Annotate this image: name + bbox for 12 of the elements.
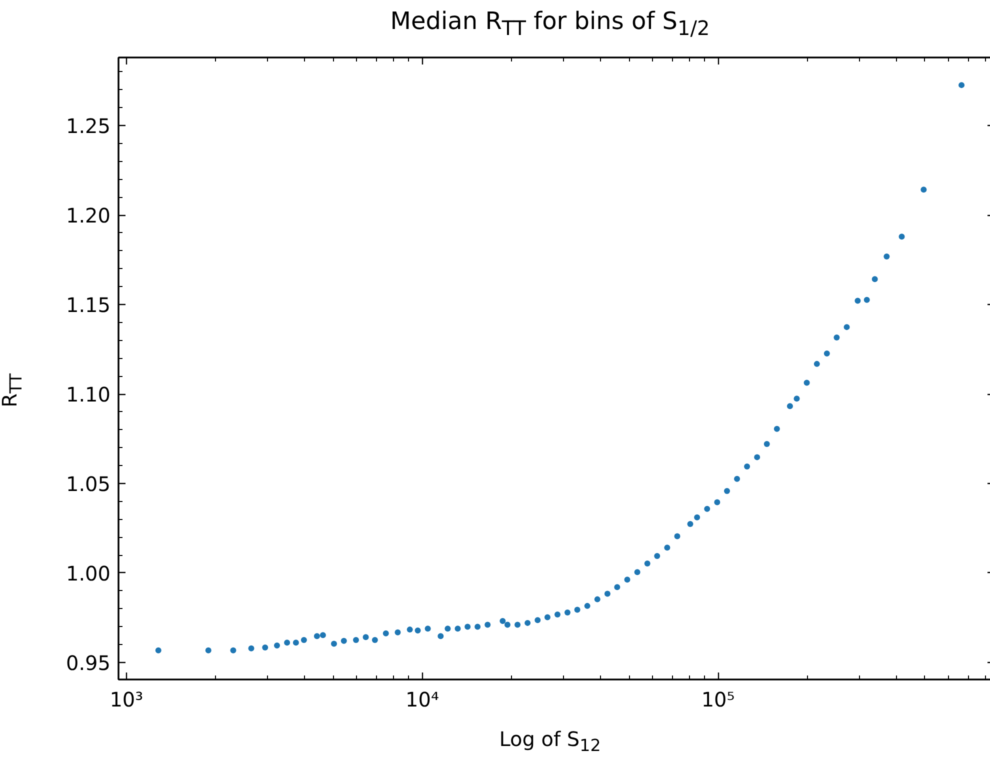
y-tick-label: 1.20	[66, 204, 110, 228]
y-tick-label: 1.00	[66, 562, 110, 586]
x-tick-label: 10⁴	[406, 688, 439, 712]
x-tick-label: 10³	[110, 688, 144, 712]
y-tick-label: 1.25	[66, 114, 110, 138]
y-tick-label: 1.05	[66, 472, 110, 496]
y-tick-label: 0.95	[66, 650, 110, 675]
y-tick-label: 1.10	[66, 382, 110, 407]
x-tick-label: 10⁵	[701, 688, 735, 712]
x-axis-title: Log of S$_{12}$	[498, 726, 602, 757]
y-tick-label: 1.15	[66, 293, 110, 318]
chart-title: Median R$_{TT}$ for bins of S$_{1/2}$	[389, 6, 711, 42]
